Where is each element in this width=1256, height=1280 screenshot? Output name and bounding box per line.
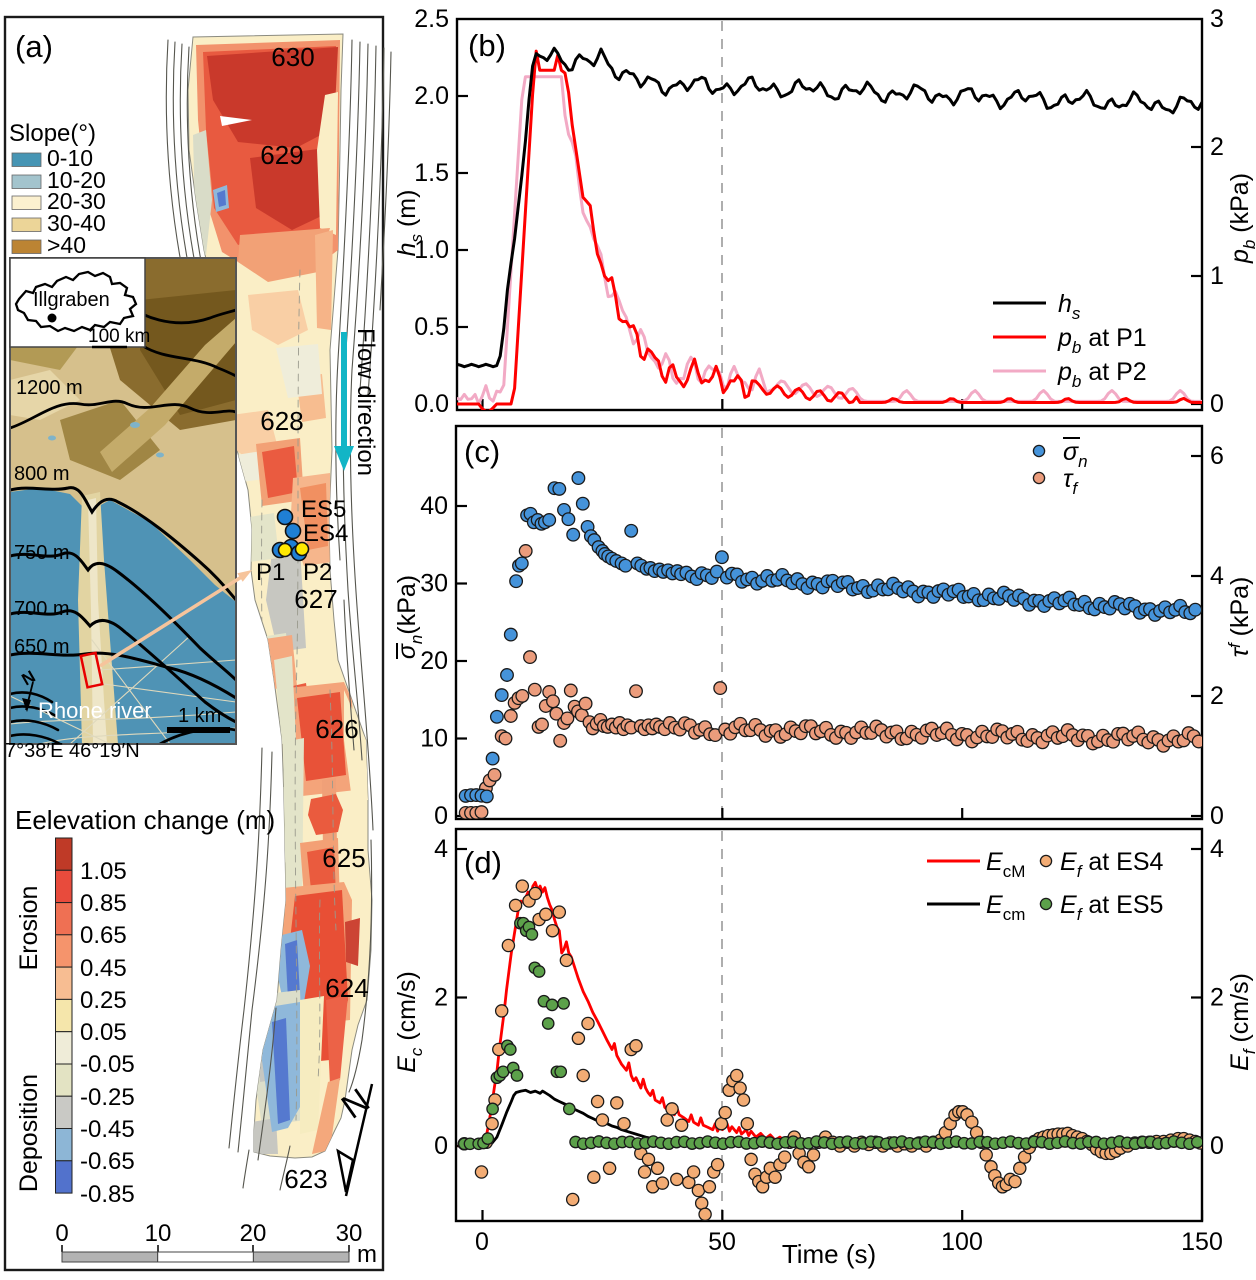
svg-text:0.25: 0.25: [80, 987, 127, 1014]
svg-text:0: 0: [475, 1228, 489, 1256]
svg-text:-0.05: -0.05: [80, 1051, 135, 1078]
svg-text:pb at P1: pb at P1: [1057, 324, 1147, 357]
svg-text:20: 20: [240, 1220, 267, 1247]
svg-text:0: 0: [1210, 390, 1224, 418]
svg-text:2: 2: [434, 984, 448, 1012]
svg-text:1200 m: 1200 m: [16, 377, 83, 399]
svg-text:>40: >40: [47, 232, 86, 258]
svg-text:0: 0: [55, 1220, 68, 1247]
svg-text:Ef at ES4: Ef at ES4: [1060, 848, 1164, 881]
svg-text:700 m: 700 m: [14, 598, 70, 620]
svg-text:30: 30: [336, 1220, 363, 1247]
svg-text:Ef (cm/s): Ef (cm/s): [1226, 973, 1256, 1071]
svg-text:τf: τf: [1063, 465, 1079, 498]
svg-text:ES4: ES4: [303, 520, 348, 547]
svg-text:30-40: 30-40: [47, 210, 106, 236]
svg-text:50: 50: [708, 1228, 736, 1256]
svg-text:800 m: 800 m: [14, 463, 70, 485]
svg-text:0.0: 0.0: [414, 390, 449, 418]
svg-text:pb at P2: pb at P2: [1057, 358, 1147, 391]
svg-text:Slope(°): Slope(°): [9, 120, 96, 147]
svg-text:7°38′E 46°19′N: 7°38′E 46°19′N: [5, 740, 140, 762]
svg-text:P2: P2: [303, 559, 332, 586]
svg-text:σn: σn: [1063, 438, 1088, 471]
svg-text:1 km: 1 km: [178, 705, 221, 727]
svg-text:0: 0: [1210, 802, 1224, 830]
svg-text:2: 2: [1210, 984, 1224, 1012]
svg-text:20-30: 20-30: [47, 188, 106, 214]
svg-text:4: 4: [434, 835, 448, 863]
svg-text:626: 626: [315, 714, 358, 744]
svg-text:Ef at ES5: Ef at ES5: [1060, 891, 1163, 924]
svg-text:750 m: 750 m: [14, 542, 70, 564]
svg-text:Rhone river: Rhone river: [38, 698, 152, 723]
svg-text:Time (s): Time (s): [782, 1239, 876, 1269]
svg-text:0: 0: [434, 802, 448, 830]
svg-text:m: m: [357, 1241, 377, 1268]
svg-text:-0.85: -0.85: [80, 1181, 135, 1208]
svg-text:(d): (d): [464, 845, 502, 880]
svg-text:0: 0: [1210, 1132, 1224, 1160]
svg-text:4: 4: [1210, 562, 1224, 590]
svg-text:650 m: 650 m: [14, 636, 70, 658]
svg-text:30: 30: [420, 570, 448, 598]
svg-text:2: 2: [1210, 682, 1224, 710]
svg-text:Illgraben: Illgraben: [33, 289, 110, 311]
svg-text:1.0: 1.0: [414, 236, 449, 264]
svg-text:40: 40: [420, 492, 448, 520]
svg-text:624: 624: [325, 973, 368, 1003]
svg-text:Ecm: Ecm: [986, 891, 1025, 924]
svg-text:pb (kPa): pb (kPa): [1226, 173, 1256, 264]
svg-text:Deposition: Deposition: [15, 1074, 43, 1192]
svg-text:0.85: 0.85: [80, 890, 127, 917]
svg-text:629: 629: [260, 140, 303, 170]
svg-text:-0.45: -0.45: [80, 1116, 135, 1143]
svg-text:100: 100: [941, 1228, 983, 1256]
svg-text:-0.65: -0.65: [80, 1148, 135, 1175]
svg-text:τf (kPa): τf (kPa): [1225, 577, 1254, 658]
svg-text:-0.25: -0.25: [80, 1084, 135, 1111]
svg-text:(a): (a): [15, 29, 53, 64]
svg-text:2.5: 2.5: [414, 5, 449, 33]
svg-text:630: 630: [271, 42, 314, 72]
svg-text:Erosion: Erosion: [15, 886, 43, 971]
svg-text:623: 623: [284, 1164, 327, 1194]
svg-text:0-10: 0-10: [47, 145, 93, 171]
svg-text:(b): (b): [468, 28, 506, 63]
svg-text:4: 4: [1210, 835, 1224, 863]
svg-text:0.05: 0.05: [80, 1019, 127, 1046]
svg-text:Ec (cm/s): Ec (cm/s): [393, 971, 426, 1073]
svg-text:hs (m): hs (m): [393, 190, 426, 257]
svg-text:0.45: 0.45: [80, 955, 127, 982]
svg-text:10: 10: [420, 725, 448, 753]
svg-text:1: 1: [1210, 262, 1224, 290]
svg-text:0.5: 0.5: [414, 313, 449, 341]
svg-text:150: 150: [1181, 1228, 1223, 1256]
svg-text:Eelevation change (m): Eelevation change (m): [15, 805, 275, 835]
svg-text:2.0: 2.0: [414, 82, 449, 110]
svg-text:ES5: ES5: [301, 496, 346, 523]
svg-text:Flow direction: Flow direction: [352, 328, 379, 476]
svg-text:0.65: 0.65: [80, 922, 127, 949]
svg-text:2: 2: [1210, 133, 1224, 161]
svg-text:20: 20: [420, 647, 448, 675]
svg-text:6: 6: [1210, 442, 1224, 470]
svg-text:10-20: 10-20: [47, 167, 106, 193]
svg-text:0: 0: [434, 1132, 448, 1160]
svg-text:625: 625: [322, 843, 365, 873]
svg-text:628: 628: [260, 406, 303, 436]
svg-text:1.5: 1.5: [414, 159, 449, 187]
svg-text:1.05: 1.05: [80, 858, 127, 885]
svg-text:10: 10: [145, 1220, 172, 1247]
svg-text:100 km: 100 km: [88, 326, 150, 347]
svg-text:σn(kPa): σn(kPa): [393, 575, 426, 659]
svg-text:627: 627: [294, 584, 337, 614]
svg-text:hs: hs: [1058, 290, 1081, 323]
svg-text:EcM: EcM: [986, 848, 1025, 881]
svg-text:(c): (c): [464, 434, 500, 469]
svg-text:P1: P1: [256, 559, 285, 586]
svg-text:3: 3: [1210, 5, 1224, 33]
